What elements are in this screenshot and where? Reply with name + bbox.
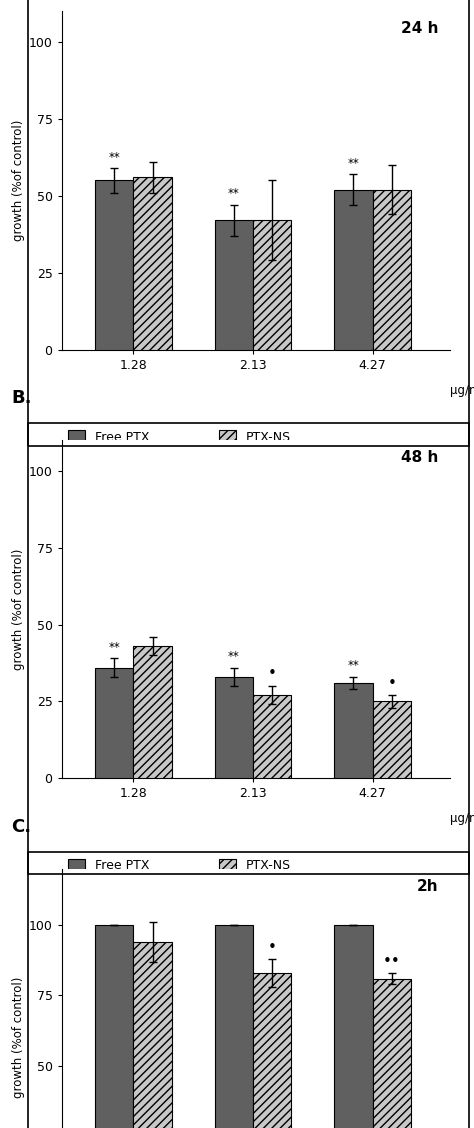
Legend: Free PTX, PTX-NS: Free PTX, PTX-NS bbox=[68, 431, 291, 443]
Text: μg/ml: μg/ml bbox=[450, 384, 474, 397]
Text: **: ** bbox=[228, 650, 240, 663]
Y-axis label: growth (%of control): growth (%of control) bbox=[11, 977, 25, 1099]
Legend: Free PTX, PTX-NS: Free PTX, PTX-NS bbox=[68, 860, 291, 872]
Bar bbox=[253, 695, 291, 778]
Text: 2h: 2h bbox=[417, 879, 438, 893]
Bar bbox=[373, 190, 411, 350]
Text: **: ** bbox=[228, 187, 240, 201]
Text: μg/ml: μg/ml bbox=[450, 812, 474, 826]
Bar bbox=[215, 220, 253, 350]
Bar bbox=[133, 646, 172, 778]
Y-axis label: growth (%of control): growth (%of control) bbox=[11, 548, 25, 670]
Y-axis label: growth (%of control): growth (%of control) bbox=[11, 120, 25, 241]
Bar bbox=[95, 180, 133, 350]
Bar bbox=[253, 973, 291, 1128]
Text: •: • bbox=[387, 676, 396, 690]
Bar bbox=[334, 190, 373, 350]
Bar bbox=[334, 682, 373, 778]
Bar bbox=[373, 702, 411, 778]
Bar bbox=[215, 925, 253, 1128]
Bar bbox=[95, 925, 133, 1128]
Text: 24 h: 24 h bbox=[401, 21, 438, 36]
Bar bbox=[133, 177, 172, 350]
Text: •: • bbox=[268, 940, 276, 954]
Bar bbox=[95, 668, 133, 778]
Text: •: • bbox=[268, 667, 276, 681]
Bar bbox=[253, 220, 291, 350]
Bar bbox=[215, 677, 253, 778]
Text: B.: B. bbox=[11, 389, 32, 407]
Text: 48 h: 48 h bbox=[401, 450, 438, 465]
Text: **: ** bbox=[109, 150, 120, 164]
Bar bbox=[334, 925, 373, 1128]
Text: **: ** bbox=[347, 157, 359, 169]
Bar bbox=[133, 942, 172, 1128]
Bar bbox=[373, 979, 411, 1128]
Text: **: ** bbox=[109, 641, 120, 654]
Text: ••: •• bbox=[383, 953, 401, 969]
Text: **: ** bbox=[347, 659, 359, 672]
Text: C.: C. bbox=[11, 818, 31, 836]
